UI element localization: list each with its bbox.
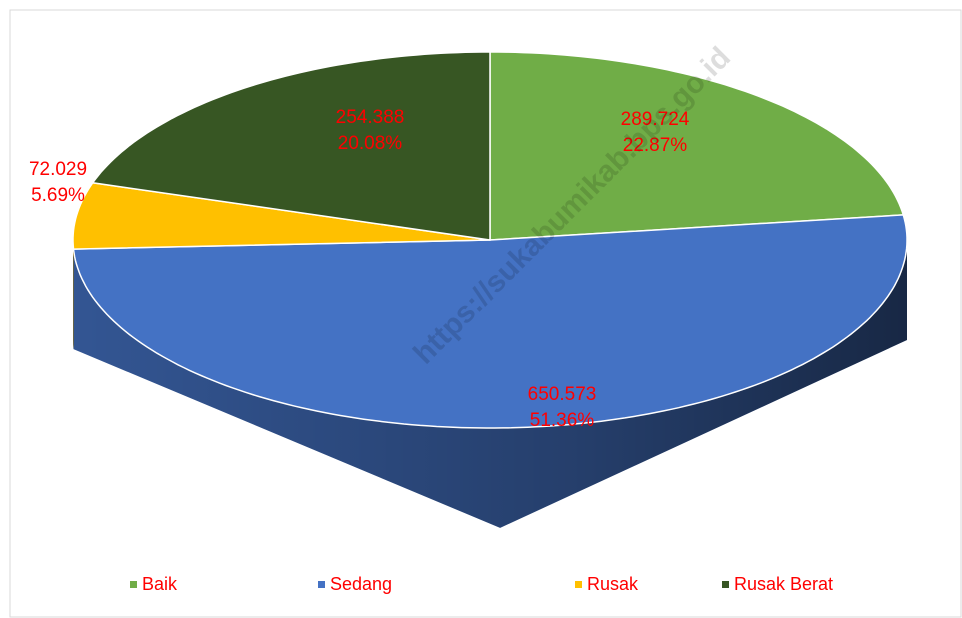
legend-swatch — [722, 581, 729, 588]
slice — [489, 51, 905, 241]
legend-label: Sedang — [330, 574, 392, 594]
data-label-percent: 5.69% — [31, 185, 85, 206]
data-label: 289.724 — [621, 109, 690, 130]
slice — [91, 51, 491, 241]
data-label-percent: 22.87% — [623, 135, 688, 156]
data-label-percent: 20.08% — [338, 133, 403, 154]
data-label-percent: 51.36% — [530, 410, 595, 431]
data-label: 72.029 — [29, 159, 87, 180]
data-label: 254.388 — [336, 107, 405, 128]
data-label: 650.573 — [528, 384, 597, 405]
legend-label: Baik — [142, 574, 178, 594]
slice-side-shade — [73, 240, 74, 350]
legend-swatch — [575, 581, 582, 588]
legend-swatch — [130, 581, 137, 588]
legend-swatch — [318, 581, 325, 588]
slice — [72, 214, 908, 429]
legend-label: Rusak — [587, 574, 639, 594]
slice — [72, 181, 491, 250]
slice-side-shade — [73, 240, 907, 528]
legend-label: Rusak Berat — [734, 574, 833, 594]
